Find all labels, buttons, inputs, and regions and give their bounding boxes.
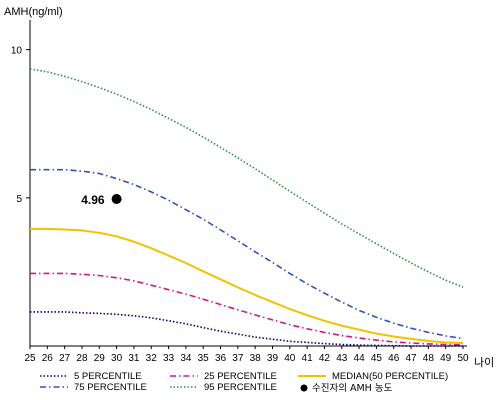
series-line-95-percentile	[29, 68, 464, 289]
legend-item: 95 PERCENTILE	[170, 382, 277, 393]
x-tick-label: 49	[440, 353, 452, 364]
patient-amh-value-label: 4.96	[81, 193, 105, 207]
x-tick-label: 41	[302, 353, 314, 364]
x-tick-label: 33	[163, 353, 175, 364]
legend-item: 75 PERCENTILE	[40, 382, 147, 393]
series-group	[29, 68, 464, 347]
y-tick-label: 5	[16, 194, 22, 205]
x-tick-label: 37	[232, 353, 244, 364]
x-tick-label: 32	[146, 353, 158, 364]
series-line-75-percentile	[30, 168, 464, 340]
legend-item: 수진자의 AMH 농도	[300, 383, 393, 394]
x-tick-label: 39	[267, 353, 279, 364]
x-tick-label: 43	[336, 353, 348, 364]
series-line-25-percentile	[30, 272, 464, 346]
legend-item: MEDIAN(50 PERCENTILE)	[298, 371, 448, 382]
x-tick-label: 48	[423, 353, 435, 364]
x-tick-label: 38	[250, 353, 262, 364]
x-tick-label: 25	[24, 353, 36, 364]
legend: 5 PERCENTILE 25 PERCENTILE MEDIAN(50 PERCE…	[40, 371, 448, 394]
x-tick-label: 46	[388, 353, 400, 364]
x-tick-label: 34	[180, 353, 192, 364]
x-tick-label: 31	[128, 353, 140, 364]
legend-label: MEDIAN(50 PERCENTILE)	[332, 371, 448, 382]
legend-label: 수진자의 AMH 농도	[312, 383, 393, 394]
x-tick-label: 45	[371, 353, 383, 364]
legend-label: 75 PERCENTILE	[74, 382, 147, 393]
x-tick-label: 27	[59, 353, 71, 364]
legend-item: 5 PERCENTILE	[40, 371, 142, 382]
series-line-5-percentile	[30, 311, 463, 347]
x-tick-label: 28	[76, 353, 88, 364]
x-tick-label: 42	[319, 353, 331, 364]
x-tick-label: 26	[42, 353, 54, 364]
highlight-point-group: 4.96	[81, 193, 122, 207]
x-tick-label: 36	[215, 353, 227, 364]
legend-marker	[300, 384, 308, 392]
x-tick-label: 44	[354, 353, 366, 364]
legend-label: 25 PERCENTILE	[204, 371, 277, 382]
legend-label: 5 PERCENTILE	[74, 371, 142, 382]
legend-item: 25 PERCENTILE	[170, 371, 277, 382]
x-tick-label: 29	[94, 353, 106, 364]
y-tick-label: 10	[11, 46, 23, 57]
x-tick-label: 47	[405, 353, 417, 364]
axes: 5 10 25 26 27 28 29 30 31 32 33 34 35 36 37 38 39 40 41 42 4…	[11, 20, 469, 364]
x-tick-label: 30	[111, 353, 123, 364]
x-tick-label: 40	[284, 353, 296, 364]
x-axis-label: 나이	[474, 356, 494, 369]
x-tick-label: 50	[457, 353, 469, 364]
legend-label: 95 PERCENTILE	[204, 382, 277, 393]
series-line-median-50-percentile	[30, 227, 464, 344]
patient-amh-point	[111, 194, 122, 205]
x-tick-label: 35	[198, 353, 210, 364]
y-axis-label: AMH(ng/ml)	[4, 6, 63, 18]
